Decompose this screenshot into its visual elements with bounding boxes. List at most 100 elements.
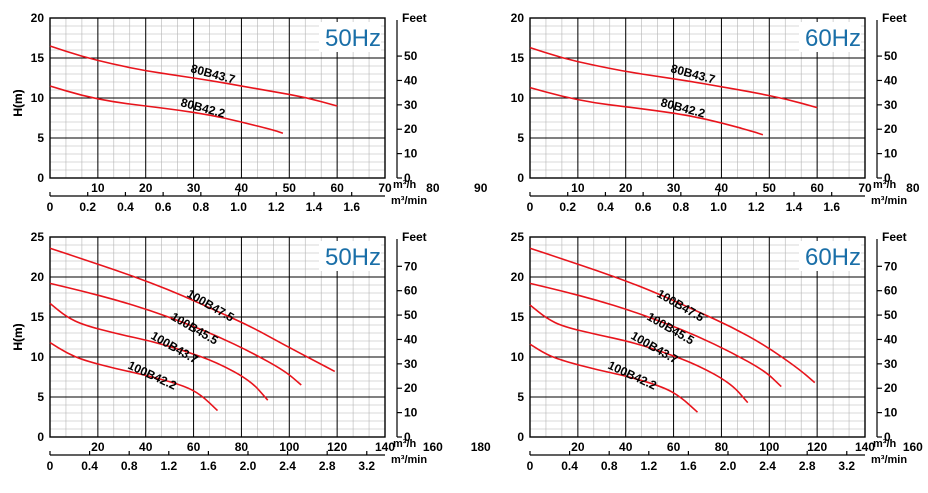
- flow-min-tick-label: 0.4: [81, 459, 98, 473]
- x-tick-label: 80: [906, 181, 920, 195]
- flow-min-tick-label: 2.4: [279, 459, 296, 473]
- y-tick-label: 10: [31, 350, 45, 364]
- plot-frame: [529, 236, 866, 438]
- frequency-label-bg: [319, 241, 381, 271]
- flow-min-tick-label: 1.2: [268, 200, 285, 214]
- flow-min-unit-label: m³/min: [871, 195, 907, 207]
- y-tick-label: 0: [37, 430, 44, 444]
- y-tick-label: 0: [517, 171, 524, 185]
- x-tick-label: 100: [759, 440, 779, 454]
- series-label: 80B43.7: [189, 61, 237, 86]
- feet-tick-label: 40: [404, 73, 418, 87]
- frequency-label: 60Hz: [805, 244, 861, 271]
- y-tick-label: 5: [517, 131, 524, 145]
- series-label: 80B43.7: [669, 61, 717, 86]
- curve-80b43-7: [529, 46, 818, 109]
- feet-tick-label: 30: [404, 357, 418, 371]
- feet-tick-label: 30: [404, 98, 418, 112]
- x-tick-label: 80: [715, 440, 729, 454]
- feet-tick-label: 30: [884, 357, 898, 371]
- feet-tick-label: 10: [884, 147, 898, 161]
- x-unit-label: m³/h: [393, 179, 417, 191]
- y-tick-label: 25: [31, 230, 45, 244]
- y-tick-label: 20: [511, 11, 525, 25]
- y-tick-label: 20: [511, 270, 525, 284]
- x-tick-label: 90: [474, 181, 488, 195]
- series-label: 100B42.2: [126, 358, 179, 393]
- flow-min-tick-label: 0: [527, 200, 534, 214]
- feet-axis-label: Feet: [402, 11, 427, 25]
- frequency-label-bg: [799, 22, 861, 52]
- feet-tick-label: 0: [884, 430, 891, 444]
- flow-min-tick-label: 0: [527, 459, 534, 473]
- flow-min-tick-label: 0.8: [121, 459, 138, 473]
- frequency-label-bg: [319, 22, 381, 52]
- curve-100b43-7: [49, 302, 269, 401]
- curve-100b42-2: [529, 343, 699, 413]
- feet-tick-label: 60: [404, 284, 418, 298]
- x-tick-label: 30: [187, 181, 201, 195]
- x-tick-label: 60: [330, 181, 344, 195]
- curve-100b45-5: [529, 282, 782, 388]
- y-axis-label: H(m): [11, 323, 25, 350]
- y-axis-label: H(m): [11, 89, 25, 116]
- flow-min-tick-label: 0.2: [559, 200, 576, 214]
- flow-min-tick-label: 0.6: [635, 200, 652, 214]
- y-tick-label: 5: [517, 390, 524, 404]
- feet-tick-label: 20: [404, 122, 418, 136]
- y-tick-label: 15: [511, 310, 525, 324]
- feet-tick-label: 40: [884, 73, 898, 87]
- x-tick-label: 20: [91, 440, 105, 454]
- x-tick-label: 120: [807, 440, 827, 454]
- flow-min-tick-label: 1.6: [823, 200, 840, 214]
- feet-tick-label: 10: [404, 147, 418, 161]
- flow-min-tick-label: 0.4: [561, 459, 578, 473]
- y-tick-label: 20: [31, 11, 45, 25]
- flow-min-tick-label: 1.0: [230, 200, 247, 214]
- x-tick-label: 160: [903, 440, 923, 454]
- feet-tick-label: 20: [884, 122, 898, 136]
- y-axis-label: H(m): [11, 323, 25, 350]
- x-tick-label: 50: [283, 181, 297, 195]
- x-unit-label: m³/h: [873, 179, 897, 191]
- y-tick-label: 5: [37, 390, 44, 404]
- flow-min-tick-label: 1.6: [200, 459, 217, 473]
- curve-100b45-5: [49, 282, 302, 386]
- flow-min-tick-label: 1.2: [160, 459, 177, 473]
- x-tick-label: 60: [187, 440, 201, 454]
- x-tick-label: 20: [571, 440, 585, 454]
- feet-axis-label: Feet: [882, 11, 907, 25]
- flow-min-tick-label: 1.0: [710, 200, 727, 214]
- y-tick-label: 15: [31, 310, 45, 324]
- curve-80b42-2: [529, 86, 764, 136]
- feet-tick-label: 20: [884, 381, 898, 395]
- flow-min-tick-label: 0.8: [673, 200, 690, 214]
- flow-min-tick-label: 1.6: [680, 459, 697, 473]
- flow-min-tick-label: 1.2: [640, 459, 657, 473]
- feet-tick-label: 50: [884, 49, 898, 63]
- flow-min-tick-label: 1.6: [343, 200, 360, 214]
- curve-100b47-5: [49, 247, 336, 373]
- y-tick-label: 10: [511, 350, 525, 364]
- feet-tick-label: 0: [404, 171, 411, 185]
- chart-panel-1: 0 5 10 15 20 0 10 20 30 40 50 Feet H(m) 10 20 30 40 50 60 7…: [11, 11, 488, 214]
- x-tick-label: 20: [139, 181, 153, 195]
- flow-min-tick-label: 2.8: [319, 459, 336, 473]
- y-tick-label: 10: [511, 91, 525, 105]
- feet-tick-label: 50: [404, 49, 418, 63]
- x-tick-label: 50: [763, 181, 777, 195]
- flow-min-tick-label: 1.4: [306, 200, 323, 214]
- x-tick-label: 60: [667, 440, 681, 454]
- flow-min-tick-label: 0.6: [155, 200, 172, 214]
- flow-min-tick-label: 0.4: [597, 200, 614, 214]
- y-axis-label: H(m): [11, 89, 25, 116]
- x-tick-label: 30: [667, 181, 681, 195]
- y-tick-label: 0: [517, 430, 524, 444]
- plot-frame: [49, 17, 386, 179]
- flow-min-unit-label: m³/min: [391, 454, 427, 466]
- series-label: 80B42.2: [179, 95, 227, 120]
- flow-min-tick-label: 0.8: [601, 459, 618, 473]
- frequency-label: 60Hz: [805, 25, 861, 52]
- x-tick-label: 70: [858, 181, 872, 195]
